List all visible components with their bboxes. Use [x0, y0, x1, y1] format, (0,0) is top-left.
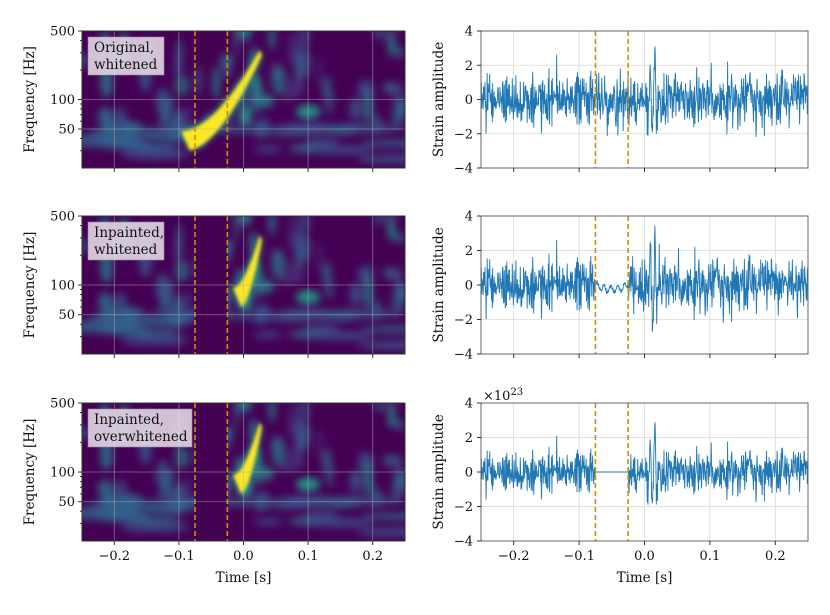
y-tick-label: 50	[58, 123, 75, 138]
strain-panel: −4 −2 0 2 4 Strain amplitude	[431, 25, 809, 177]
panel-annotation: Original,whitened	[87, 36, 165, 76]
y-tick-label: 0	[465, 93, 473, 108]
x-tick-label: −0.1	[563, 549, 595, 564]
y-tick-label: 100	[50, 93, 75, 108]
spectrogram-panel: 50 100 500 Frequency [Hz] Inpainted,whitened	[22, 210, 406, 358]
annotation-line-2: whitened	[94, 57, 158, 73]
annotation-box	[87, 36, 165, 76]
y-tick-label: 4	[465, 210, 473, 225]
y-axis-label: Strain amplitude	[431, 42, 447, 157]
chirp-core	[232, 235, 262, 307]
y-axis-label: Strain amplitude	[431, 227, 447, 342]
annotation-box	[87, 408, 193, 448]
strain-panel: −0.2 −0.1 0.0 0.1 0.2 −4 −2 0 2 4 Strain amplitude…	[431, 387, 809, 586]
x-axis-label: Time [s]	[216, 570, 272, 586]
chirp-signal	[232, 422, 262, 494]
spectrogram-image	[82, 31, 405, 168]
chirp-signal	[181, 50, 262, 151]
spectrogram-panel: −0.2 −0.1 0.0 0.1 0.2 50 100 500 Frequency [Hz] T…	[22, 397, 406, 586]
spectrogram-panel: 50 100 500 Frequency [Hz] Original,whitened	[22, 25, 406, 172]
y-tick-label: 2	[465, 431, 473, 446]
y-tick-label: −4	[454, 162, 473, 177]
annotation-line-1: Original,	[94, 40, 154, 56]
grid	[481, 402, 808, 542]
y-tick-label: −2	[454, 500, 473, 515]
chirp-signal	[232, 235, 262, 307]
y-axis-label: Frequency [Hz]	[22, 46, 38, 153]
y-tick-label: 0	[465, 466, 473, 481]
y-tick-label: −2	[454, 313, 473, 328]
y-axis-label: Strain amplitude	[431, 414, 447, 529]
annotation-line-1: Inpainted,	[94, 412, 164, 428]
x-tick-label: 0.1	[298, 549, 319, 564]
chirp-core	[181, 50, 262, 151]
y-tick-label: 500	[50, 210, 75, 225]
y-tick-label: 4	[465, 25, 473, 40]
y-tick-label: 50	[58, 308, 75, 323]
y-tick-label: 500	[50, 25, 75, 40]
chirp-core	[232, 422, 262, 494]
y-tick-label: 2	[465, 59, 473, 74]
annotation-box	[87, 221, 165, 261]
grid	[82, 216, 405, 354]
scale-note: ×1023	[483, 387, 523, 404]
y-tick-label: −4	[454, 348, 473, 363]
y-axis-label: Frequency [Hz]	[22, 419, 38, 526]
x-tick-label: 0.0	[233, 549, 254, 564]
y-tick-label: −2	[454, 127, 473, 142]
x-tick-label: 0.0	[634, 549, 655, 564]
y-tick-label: −4	[454, 535, 473, 550]
panel-annotation: Inpainted,overwhitened	[87, 408, 193, 448]
strain-series-line	[481, 46, 808, 137]
x-axis-label: Time [s]	[617, 570, 673, 586]
y-tick-label: 50	[58, 495, 75, 510]
strain-series-line	[481, 225, 808, 332]
y-tick-label: 2	[465, 244, 473, 259]
grid	[481, 30, 808, 169]
x-tick-label: 0.2	[765, 549, 786, 564]
strain-series-line	[481, 422, 808, 505]
panel-annotation: Inpainted,whitened	[87, 221, 165, 261]
x-tick-label: 0.1	[700, 549, 721, 564]
y-tick-label: 100	[50, 279, 75, 294]
y-tick-label: 0	[465, 279, 473, 294]
x-tick-label: −0.2	[99, 549, 131, 564]
strain-panel: −4 −2 0 2 4 Strain amplitude	[431, 210, 809, 363]
x-tick-label: −0.2	[498, 549, 530, 564]
annotation-line-1: Inpainted,	[94, 225, 164, 241]
x-tick-label: −0.1	[163, 549, 195, 564]
y-tick-label: 100	[50, 466, 75, 481]
x-tick-label: 0.2	[362, 549, 383, 564]
y-tick-label: 500	[50, 397, 75, 412]
y-tick-label: 4	[465, 397, 473, 412]
annotation-line-2: whitened	[94, 242, 158, 258]
y-axis-label: Frequency [Hz]	[22, 232, 38, 339]
annotation-line-2: overwhitened	[94, 429, 188, 445]
